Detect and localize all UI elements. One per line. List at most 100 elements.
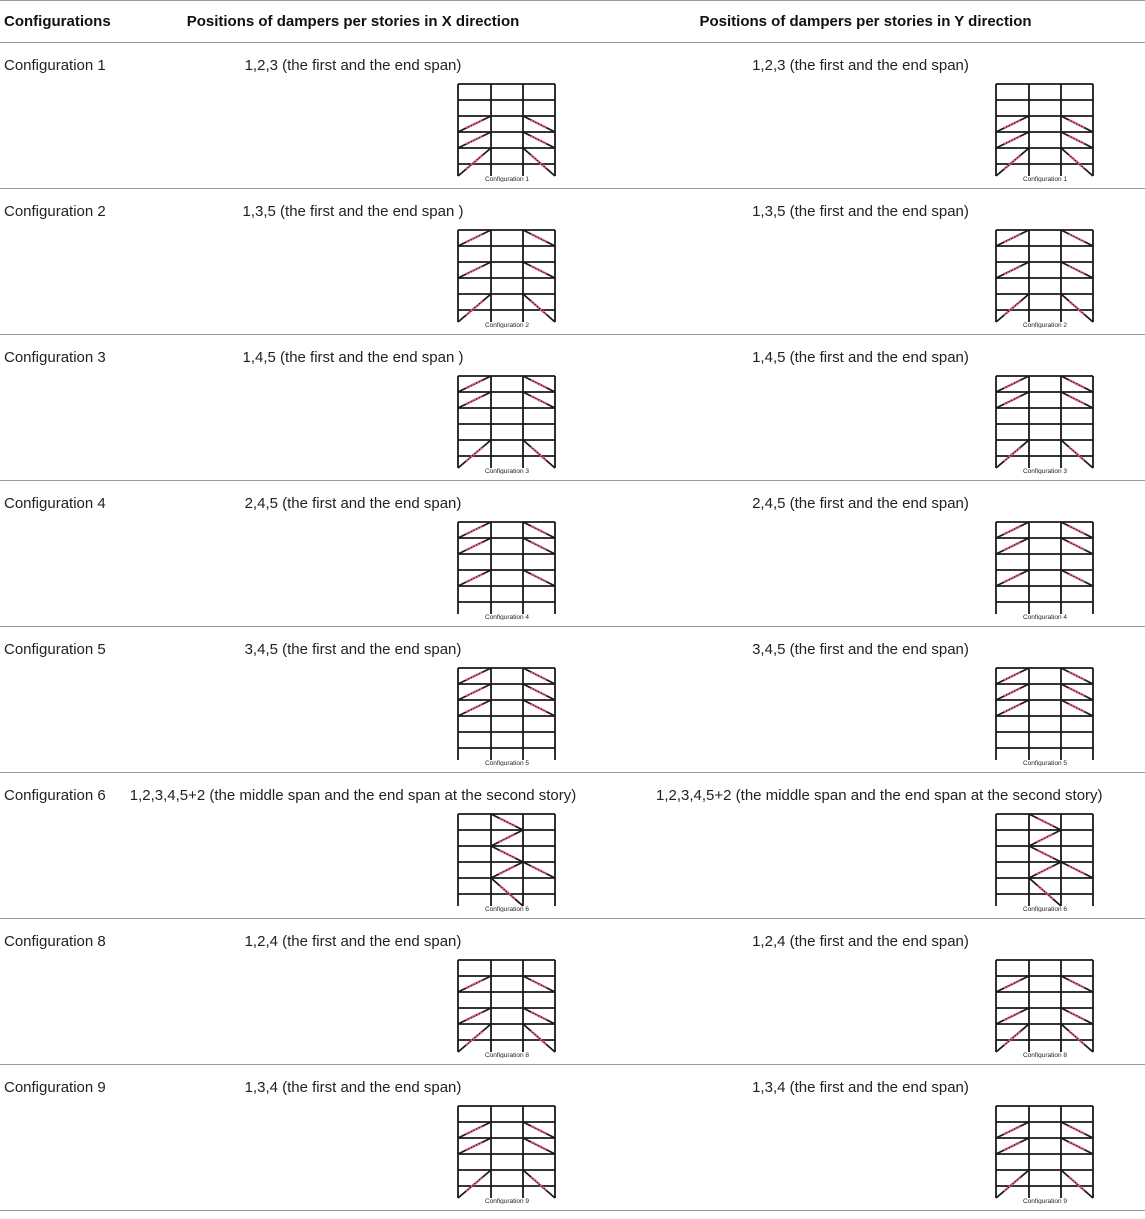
damper-element <box>1003 1140 1022 1152</box>
damper-brace <box>1060 1007 1094 1025</box>
damper-brace <box>1060 683 1094 701</box>
y-direction-cell: 2,4,5 (the first and the end span) Config… <box>656 480 1145 627</box>
damper-element <box>1003 394 1022 406</box>
damper-element <box>465 524 484 536</box>
x-direction-frame-figure: Configuration 8 <box>456 956 558 1058</box>
configuration-name: Configuration 5 <box>0 626 120 773</box>
damper-brace <box>522 683 556 701</box>
frame-diagram: Configuration 9 <box>457 1105 556 1204</box>
damper-brace <box>522 1007 556 1025</box>
frame-diagram: Configuration 3 <box>995 375 1094 474</box>
y-direction-frame-figure: Configuration 9 <box>994 1102 1096 1204</box>
damper-element <box>1036 884 1054 900</box>
figure-caption: Configuration 9 <box>1023 1198 1067 1204</box>
damper-brace <box>1060 1137 1094 1155</box>
damper-element <box>1003 154 1022 170</box>
damper-brace <box>490 861 524 879</box>
damper-element <box>465 702 484 714</box>
x-direction-cell: 1,2,3,4,5+2 (the middle span and the end… <box>120 772 656 919</box>
x-direction-frame-figure: Configuration 3 <box>456 372 558 474</box>
damper-element <box>1003 118 1022 130</box>
configuration-name: Configuration 8 <box>0 918 120 1065</box>
damper-brace <box>1060 115 1094 133</box>
x-direction-cell: 1,3,5 (the first and the end span ) Confi… <box>120 188 656 335</box>
damper-element <box>1003 524 1022 536</box>
x-direction-content: 1,4,5 (the first and the end span ) Confi… <box>120 335 656 480</box>
table-row: Configuration 5 3,4,5 (the first and the … <box>0 626 1145 773</box>
y-direction-frame-figure: Configuration 2 <box>994 226 1096 328</box>
damper-brace <box>522 699 556 717</box>
x-direction-frame-figure: Configuration 5 <box>456 664 558 766</box>
damper-brace <box>1060 1121 1094 1139</box>
configuration-name: Configuration 4 <box>0 480 120 627</box>
x-direction-cell: 3,4,5 (the first and the end span) Config… <box>120 626 656 773</box>
table-row: Configuration 6 1,2,3,4,5+2 (the middle s… <box>0 772 1145 919</box>
y-direction-frame-figure: Configuration 6 <box>994 810 1096 912</box>
damper-brace <box>1060 975 1094 993</box>
figure-caption: Configuration 1 <box>1023 176 1067 182</box>
damper-element <box>465 264 484 276</box>
figure-caption: Configuration 8 <box>485 1052 529 1058</box>
frame-diagram: Configuration 5 <box>995 667 1094 766</box>
y-direction-positions: 1,2,4 (the first and the end span) <box>752 933 969 950</box>
damper-element <box>465 394 484 406</box>
figure-caption: Configuration 6 <box>485 906 529 912</box>
damper-element <box>1068 446 1086 462</box>
damper-brace <box>1028 845 1062 863</box>
frame-diagram: Configuration 6 <box>995 813 1094 912</box>
figure-caption: Configuration 9 <box>485 1198 529 1204</box>
damper-brace <box>490 813 524 831</box>
header-x-direction: Positions of dampers per stories in X di… <box>120 0 656 43</box>
damper-element <box>465 670 484 682</box>
y-direction-positions: 1,3,4 (the first and the end span) <box>752 1079 969 1096</box>
figure-caption: Configuration 4 <box>485 614 529 620</box>
header-configurations: Configurations <box>0 0 120 43</box>
figure-caption: Configuration 2 <box>1023 322 1067 328</box>
x-direction-frame-figure: Configuration 9 <box>456 1102 558 1204</box>
x-direction-positions: 1,2,4 (the first and the end span) <box>244 933 462 950</box>
configuration-name: Configuration 2 <box>0 188 120 335</box>
y-direction-cell: 1,2,3,4,5+2 (the middle span and the end… <box>656 772 1145 919</box>
table-row: Configuration 4 2,4,5 (the first and the … <box>0 480 1145 627</box>
figure-caption: Configuration 4 <box>1023 614 1067 620</box>
frame-diagram: Configuration 4 <box>995 521 1094 620</box>
x-direction-positions: 1,2,3,4,5+2 (the middle span and the end… <box>129 787 577 804</box>
y-direction-content: 1,2,3,4,5+2 (the middle span and the end… <box>656 773 1145 918</box>
y-direction-content: 1,3,5 (the first and the end span) Config… <box>656 189 1145 334</box>
damper-brace <box>522 375 556 393</box>
frame-diagram: Configuration 1 <box>457 83 556 182</box>
damper-element <box>465 300 484 316</box>
figure-caption: Configuration 3 <box>485 468 529 474</box>
damper-element <box>1003 978 1022 990</box>
y-direction-frame-figure: Configuration 5 <box>994 664 1096 766</box>
x-direction-content: 1,2,3,4,5+2 (the middle span and the end… <box>120 773 656 918</box>
damper-element <box>465 572 484 584</box>
damper-brace <box>1060 261 1094 279</box>
x-direction-positions: 1,3,5 (the first and the end span ) <box>242 203 464 220</box>
frame-diagram: Configuration 2 <box>457 229 556 328</box>
damper-element <box>1003 134 1022 146</box>
damper-brace <box>1060 537 1094 555</box>
damper-brace <box>522 667 556 685</box>
damper-element <box>530 154 548 170</box>
damper-brace <box>1060 391 1094 409</box>
damper-brace <box>1028 829 1062 847</box>
damper-brace <box>1060 569 1094 587</box>
damper-element <box>1003 1010 1022 1022</box>
damper-element <box>465 1140 484 1152</box>
damper-brace <box>1060 667 1094 685</box>
damper-brace <box>522 115 556 133</box>
damper-element <box>530 300 548 316</box>
frame-diagram: Configuration 3 <box>457 375 556 474</box>
y-direction-content: 1,2,4 (the first and the end span) Config… <box>656 919 1145 1064</box>
damper-brace <box>1060 521 1094 539</box>
damper-brace <box>522 975 556 993</box>
x-direction-positions: 2,4,5 (the first and the end span) <box>244 495 462 512</box>
damper-element <box>530 1030 548 1046</box>
y-direction-positions: 1,4,5 (the first and the end span) <box>752 349 969 366</box>
damper-brace <box>522 1121 556 1139</box>
table-row: Configuration 1 1,2,3 (the first and the … <box>0 42 1145 189</box>
configuration-name: Configuration 9 <box>0 1064 120 1211</box>
damper-element <box>465 978 484 990</box>
